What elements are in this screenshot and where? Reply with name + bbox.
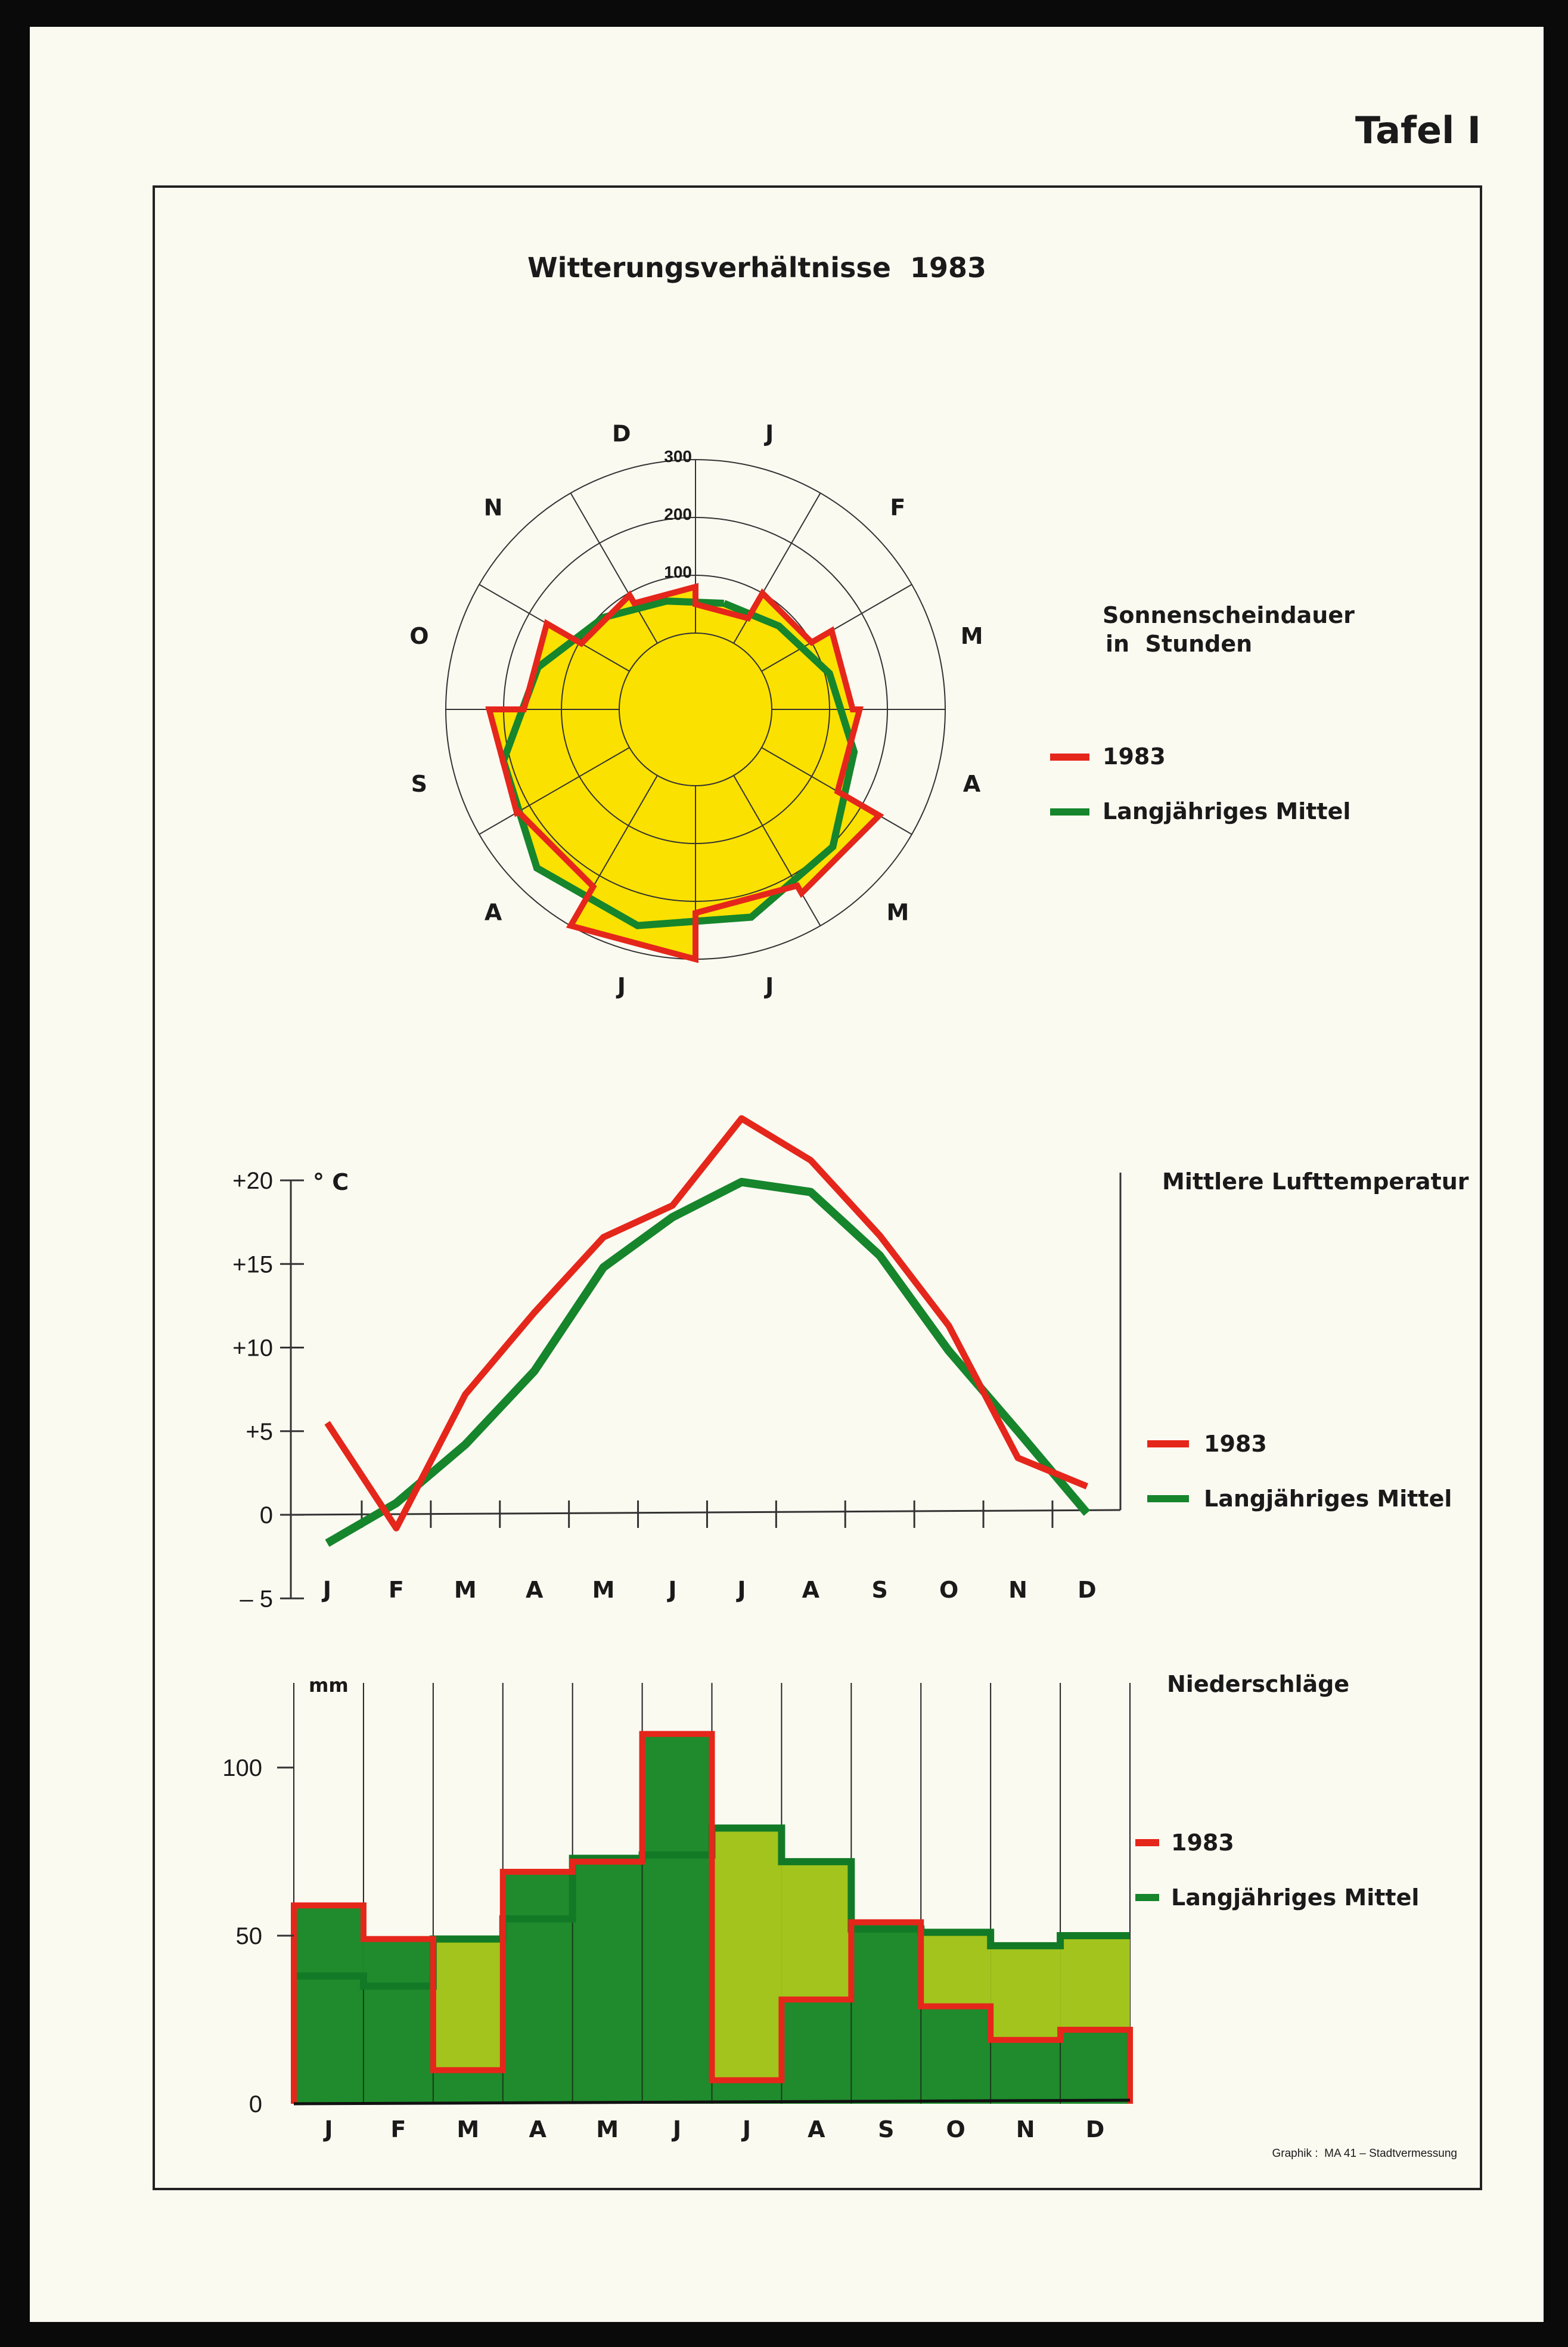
series-line-1983 bbox=[324, 1115, 1088, 1531]
y-tick-label: – 5 bbox=[240, 1586, 273, 1612]
radar-spoke bbox=[733, 775, 821, 926]
y-tick-label: 50 bbox=[236, 1923, 263, 1949]
month-label: N bbox=[1008, 1577, 1027, 1603]
month-label: J bbox=[322, 2116, 333, 2143]
y-tick-label: 100 bbox=[222, 1755, 262, 1781]
month-label: F bbox=[389, 1577, 404, 1603]
bar-1983 bbox=[712, 2080, 782, 2104]
month-label: M bbox=[457, 2116, 479, 2143]
month-label: J bbox=[735, 1577, 746, 1603]
month-label: M bbox=[886, 899, 909, 925]
month-label: A bbox=[963, 771, 981, 797]
bar-mean-excess bbox=[781, 1861, 852, 2000]
bar-1983 bbox=[851, 1922, 921, 2104]
bar-1983 bbox=[642, 1734, 712, 2104]
radial-tick-label: 300 bbox=[664, 447, 692, 466]
bar-1983 bbox=[921, 2006, 991, 2104]
month-label: A bbox=[526, 1577, 544, 1603]
month-label: D bbox=[612, 420, 631, 447]
month-label: J bbox=[616, 973, 626, 1000]
frame bbox=[153, 185, 1482, 2190]
temperature-legend: 1983 Langjähriges Mittel bbox=[1147, 1431, 1452, 1512]
bar-1983 bbox=[1060, 2029, 1130, 2104]
month-label: S bbox=[872, 1577, 888, 1603]
sunshine-title: Sonnenscheindauer bbox=[1103, 602, 1355, 628]
temperature-title: Mittlere Lufttemperatur bbox=[1162, 1168, 1469, 1195]
legend-label-mean: Langjähriges Mittel bbox=[1171, 1884, 1419, 1911]
precipitation-bar-chart: 100 50 0 mm J F M A M J J A S O N D bbox=[222, 1674, 1133, 2143]
precipitation-title: Niederschläge bbox=[1167, 1671, 1349, 1697]
month-label: N bbox=[1016, 2116, 1035, 2143]
month-label: J bbox=[763, 420, 774, 447]
y-tick-label: +5 bbox=[246, 1419, 273, 1445]
month-label: S bbox=[878, 2116, 894, 2143]
sunshine-subtitle: in Stunden bbox=[1106, 631, 1252, 657]
month-label: J bbox=[741, 2116, 751, 2143]
sunshine-legend: 1983 Langjähriges Mittel bbox=[1050, 743, 1350, 824]
month-label: A bbox=[802, 1577, 820, 1603]
y-tick-label: 0 bbox=[249, 2091, 262, 2117]
temperature-line-chart: +20 +15 +10 +5 0 – 5 ° C J F M A M J J A S O N D bbox=[232, 1115, 1122, 1612]
bar-1983 bbox=[363, 1939, 433, 2104]
month-label: F bbox=[890, 495, 905, 521]
bar-1983 bbox=[572, 1861, 642, 2104]
y-axis-unit: ° C bbox=[313, 1169, 349, 1195]
month-label: A bbox=[808, 2116, 825, 2143]
y-tick-label: 0 bbox=[260, 1502, 273, 1529]
series-line-1983 bbox=[291, 1731, 1133, 2104]
y-axis-unit: mm bbox=[309, 1674, 349, 1697]
month-label: O bbox=[946, 2116, 965, 2143]
bar-mean-excess bbox=[1060, 1936, 1130, 2030]
legend-label-1983: 1983 bbox=[1171, 1830, 1234, 1856]
radial-tick-label: 200 bbox=[664, 505, 692, 523]
radar-spoke bbox=[761, 584, 912, 672]
bar-mean-excess bbox=[921, 1932, 991, 2007]
bar-mean-excess bbox=[991, 1945, 1061, 2040]
legend-label-1983: 1983 bbox=[1103, 743, 1166, 770]
month-label: A bbox=[529, 2116, 547, 2143]
month-label: A bbox=[485, 899, 502, 925]
radar-spoke bbox=[479, 747, 630, 835]
month-label: J bbox=[321, 1577, 331, 1603]
month-label: M bbox=[454, 1577, 477, 1603]
month-label: S bbox=[411, 771, 427, 797]
y-tick-label: +10 bbox=[232, 1335, 273, 1362]
month-label: O bbox=[939, 1577, 958, 1603]
month-label: F bbox=[390, 2116, 406, 2143]
legend-label-1983: 1983 bbox=[1204, 1431, 1267, 1457]
chart-title: Witterungsverhältnisse 1983 bbox=[527, 252, 986, 284]
credit-text: Graphik : MA 41 – Stadtvermessung bbox=[1272, 2147, 1458, 2160]
month-label: J bbox=[763, 973, 774, 1000]
radial-tick-label: 100 bbox=[664, 563, 692, 581]
series-line-1983 bbox=[485, 582, 884, 963]
bar-1983 bbox=[294, 1905, 364, 2104]
legend-label-mean: Langjähriges Mittel bbox=[1204, 1486, 1452, 1512]
precipitation-legend: 1983 Langjähriges Mittel bbox=[1135, 1830, 1419, 1911]
zero-line bbox=[290, 1509, 1121, 1516]
bar-1983 bbox=[502, 1871, 573, 2104]
y-tick-label: +15 bbox=[232, 1251, 273, 1278]
month-label: D bbox=[1078, 1577, 1097, 1603]
month-label: N bbox=[484, 495, 503, 521]
y-tick-label: +20 bbox=[232, 1168, 273, 1194]
month-label: J bbox=[671, 2116, 681, 2143]
bar-mean-excess bbox=[433, 1939, 503, 2070]
month-label: O bbox=[409, 623, 429, 649]
bar-1983 bbox=[433, 2070, 503, 2104]
bar-1983 bbox=[991, 2039, 1061, 2104]
legend-label-mean: Langjähriges Mittel bbox=[1103, 798, 1350, 824]
sunshine-radar-chart: 100 200 300 J F M A M J J A S O N D bbox=[409, 420, 983, 999]
bar-1983 bbox=[781, 1999, 852, 2104]
month-label: M bbox=[592, 1577, 615, 1603]
radar-spoke bbox=[570, 492, 658, 644]
x-axis bbox=[293, 2098, 1131, 2106]
month-label: M bbox=[961, 623, 983, 649]
month-label: M bbox=[596, 2116, 619, 2143]
bar-mean-excess bbox=[712, 1828, 782, 2081]
month-label: D bbox=[1086, 2116, 1105, 2143]
series-line-mean bbox=[325, 1177, 1091, 1547]
month-label: J bbox=[666, 1577, 676, 1603]
plate-label: Tafel I bbox=[1355, 108, 1481, 152]
